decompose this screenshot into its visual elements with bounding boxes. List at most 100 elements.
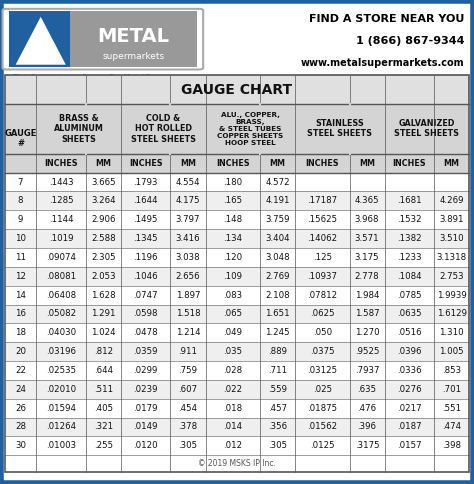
- Bar: [121, 361, 171, 380]
- Bar: [434, 192, 469, 211]
- Text: MM: MM: [270, 159, 285, 167]
- Text: STAINLESS
STEEL SHEETS: STAINLESS STEEL SHEETS: [307, 119, 372, 138]
- Bar: [36, 104, 121, 153]
- Text: 2.305: 2.305: [91, 253, 116, 262]
- Bar: [121, 323, 171, 342]
- Text: .01594: .01594: [46, 404, 76, 413]
- Text: 2.656: 2.656: [176, 272, 201, 281]
- Text: .1793: .1793: [133, 178, 158, 186]
- Text: .04030: .04030: [46, 328, 76, 337]
- Bar: [121, 380, 171, 399]
- Bar: [171, 323, 206, 342]
- Bar: [121, 104, 206, 153]
- Bar: [260, 418, 295, 437]
- Text: .06408: .06408: [46, 290, 76, 300]
- Bar: [5, 342, 36, 361]
- Text: 1.005: 1.005: [439, 347, 464, 356]
- Bar: [171, 342, 206, 361]
- Bar: [206, 153, 260, 173]
- Text: 1.9939: 1.9939: [437, 290, 466, 300]
- Text: .1681: .1681: [397, 197, 422, 205]
- Text: .1233: .1233: [397, 253, 422, 262]
- Text: .01875: .01875: [307, 404, 337, 413]
- Bar: [171, 304, 206, 323]
- Text: FIND A STORE NEAR YOU: FIND A STORE NEAR YOU: [309, 15, 465, 24]
- Bar: [206, 418, 260, 437]
- Bar: [86, 267, 121, 286]
- Bar: [349, 286, 384, 304]
- Bar: [171, 286, 206, 304]
- Text: 11: 11: [15, 253, 26, 262]
- Bar: [206, 211, 260, 229]
- Bar: [121, 399, 171, 418]
- Bar: [121, 286, 171, 304]
- Bar: [349, 399, 384, 418]
- Bar: [206, 104, 295, 153]
- Text: 7: 7: [18, 178, 23, 186]
- Text: .0187: .0187: [397, 423, 422, 431]
- Bar: [171, 418, 206, 437]
- Bar: [5, 437, 36, 455]
- Text: .356: .356: [268, 423, 287, 431]
- Bar: [206, 437, 260, 455]
- Bar: [349, 323, 384, 342]
- Bar: [434, 211, 469, 229]
- Bar: [5, 229, 36, 248]
- Bar: [5, 418, 36, 437]
- Bar: [171, 173, 206, 192]
- Bar: [86, 399, 121, 418]
- Text: INCHES: INCHES: [129, 159, 163, 167]
- Text: .911: .911: [179, 347, 198, 356]
- Bar: [434, 361, 469, 380]
- Bar: [260, 192, 295, 211]
- Bar: [86, 153, 121, 173]
- Bar: [206, 229, 260, 248]
- Text: .0336: .0336: [397, 366, 422, 375]
- Text: GAUGE CHART: GAUGE CHART: [182, 82, 292, 96]
- Text: 1 (866) 867-9344: 1 (866) 867-9344: [356, 36, 465, 46]
- Text: 20: 20: [15, 347, 26, 356]
- Bar: [36, 173, 86, 192]
- Text: 3.175: 3.175: [355, 253, 379, 262]
- Bar: [384, 323, 434, 342]
- Text: 2.769: 2.769: [265, 272, 290, 281]
- Text: .0217: .0217: [397, 404, 422, 413]
- Text: .551: .551: [442, 404, 461, 413]
- Bar: [121, 342, 171, 361]
- Bar: [295, 104, 384, 153]
- Text: 24: 24: [15, 385, 26, 394]
- Bar: [206, 192, 260, 211]
- Bar: [171, 361, 206, 380]
- Bar: [206, 173, 260, 192]
- Bar: [434, 173, 469, 192]
- Bar: [9, 11, 70, 67]
- Text: 2.588: 2.588: [91, 234, 116, 243]
- Text: 9: 9: [18, 215, 23, 224]
- Text: .09074: .09074: [46, 253, 76, 262]
- Bar: [295, 248, 349, 267]
- Text: .0125: .0125: [310, 441, 335, 450]
- Bar: [434, 304, 469, 323]
- Text: .1382: .1382: [397, 234, 422, 243]
- Text: 3.510: 3.510: [439, 234, 464, 243]
- Polygon shape: [16, 17, 66, 65]
- Text: 1.651: 1.651: [265, 309, 290, 318]
- Bar: [36, 399, 86, 418]
- Bar: [349, 342, 384, 361]
- Text: .134: .134: [223, 234, 242, 243]
- Text: 1.518: 1.518: [176, 309, 201, 318]
- Bar: [121, 267, 171, 286]
- Text: .0598: .0598: [133, 309, 158, 318]
- Text: 2.753: 2.753: [439, 272, 464, 281]
- Bar: [384, 173, 434, 192]
- Text: 1.587: 1.587: [355, 309, 379, 318]
- Bar: [349, 361, 384, 380]
- Bar: [5, 380, 36, 399]
- Text: .1019: .1019: [49, 234, 73, 243]
- Bar: [434, 248, 469, 267]
- Text: 4.269: 4.269: [439, 197, 464, 205]
- Bar: [206, 304, 260, 323]
- Text: 1.310: 1.310: [439, 328, 464, 337]
- Bar: [260, 229, 295, 248]
- Bar: [434, 323, 469, 342]
